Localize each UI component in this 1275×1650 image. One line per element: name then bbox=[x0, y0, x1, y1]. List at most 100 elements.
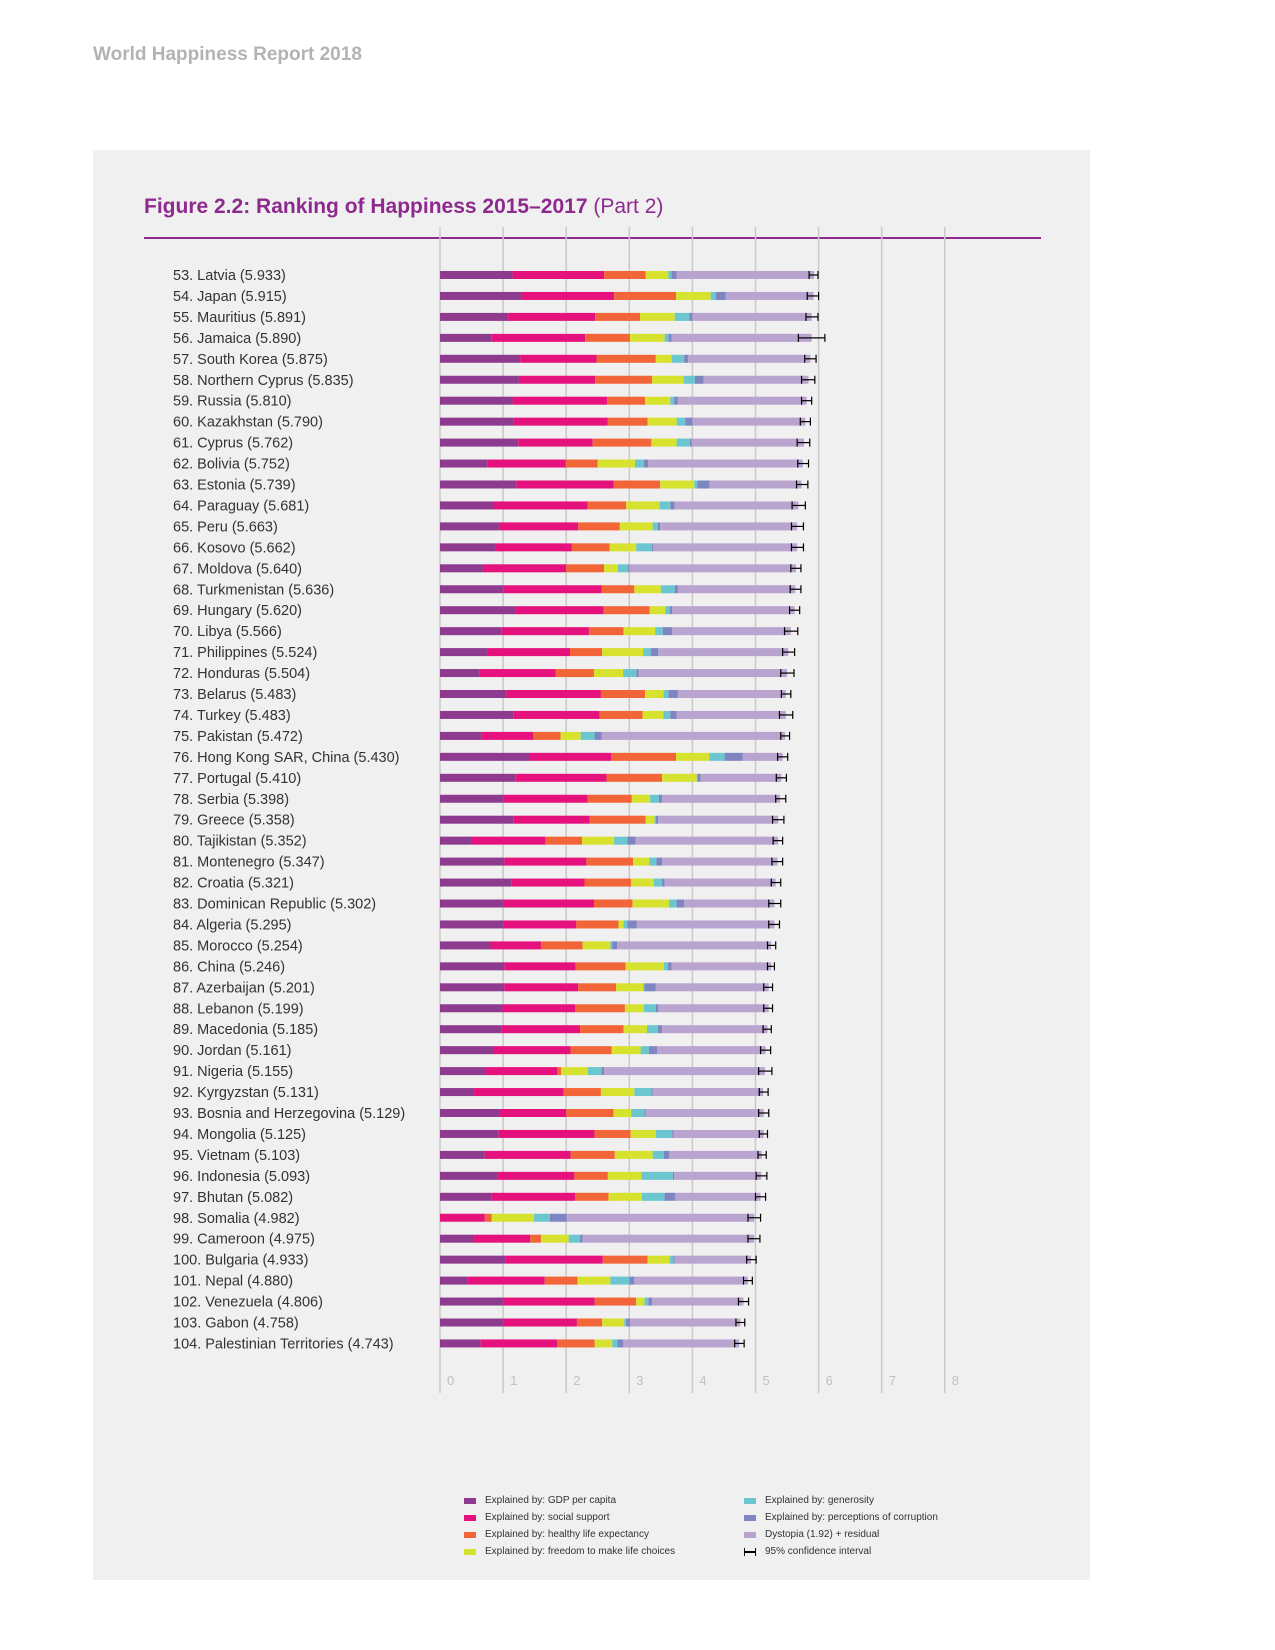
bar-segment-social bbox=[518, 375, 596, 384]
bar-segment-freedom bbox=[582, 941, 611, 950]
bar-segment-freedom bbox=[491, 1213, 535, 1222]
bar-segment-gdp bbox=[440, 396, 513, 405]
bar-segment-dystopia bbox=[691, 438, 805, 447]
bar-segment-gdp bbox=[440, 710, 514, 719]
bar-segment-social bbox=[520, 354, 597, 363]
bar-segment-dystopia bbox=[677, 690, 786, 698]
bar-segment-generosity bbox=[641, 1192, 665, 1201]
confidence-interval bbox=[791, 501, 806, 510]
confidence-interval bbox=[780, 731, 791, 740]
confidence-interval bbox=[766, 962, 776, 971]
bar-segment-corruption bbox=[636, 669, 639, 678]
bar-segment-freedom bbox=[631, 794, 651, 803]
bar-segment-gdp bbox=[440, 585, 504, 594]
bar-segment-gdp bbox=[440, 648, 488, 657]
row-label: 70. Libya (5.566) bbox=[173, 624, 282, 640]
confidence-interval bbox=[800, 375, 816, 384]
bar-segment-gdp bbox=[440, 669, 480, 678]
bar-segment-dystopia bbox=[664, 878, 776, 887]
row-label: 57. South Korea (5.875) bbox=[173, 352, 328, 368]
x-tick-label-5: 5 bbox=[763, 1373, 770, 1388]
bar-row bbox=[440, 920, 781, 929]
bar-segment-gdp bbox=[440, 1318, 504, 1327]
row-label: 87. Azerbaijan (5.201) bbox=[173, 980, 315, 996]
confidence-interval bbox=[746, 1255, 757, 1264]
bar-row bbox=[440, 606, 801, 615]
bar-segment-dystopia bbox=[672, 627, 791, 636]
bar-segment-dystopia bbox=[645, 1109, 764, 1117]
bar-segment-corruption bbox=[648, 1046, 658, 1055]
confidence-interval bbox=[763, 983, 774, 992]
bar-segment-generosity bbox=[696, 773, 698, 782]
bar-segment-generosity bbox=[655, 627, 663, 636]
bar-segment-gdp bbox=[440, 731, 482, 740]
bar-segment-gdp bbox=[440, 543, 495, 552]
bar-segment-freedom bbox=[631, 878, 654, 887]
row-label: 101. Nepal (4.880) bbox=[173, 1274, 293, 1290]
row-label: 94. Mongolia (5.125) bbox=[173, 1127, 306, 1143]
title-rule bbox=[144, 237, 1041, 239]
bar-row bbox=[440, 962, 776, 971]
bar-segment-dystopia bbox=[652, 1297, 744, 1306]
bar-segment-gdp bbox=[440, 354, 521, 363]
bar-segment-corruption bbox=[724, 752, 743, 761]
bar-segment-generosity bbox=[694, 480, 698, 489]
legend-label-corruption: Explained by: perceptions of corruption bbox=[765, 1512, 938, 1523]
confidence-interval bbox=[768, 899, 782, 908]
bar-row bbox=[440, 710, 794, 719]
confidence-interval bbox=[799, 417, 811, 426]
bar-segment-freedom bbox=[623, 627, 656, 636]
bar-segment-health bbox=[566, 1109, 614, 1117]
bar-row bbox=[440, 1276, 753, 1285]
bar-segment-health bbox=[594, 1297, 637, 1306]
bar-row bbox=[440, 794, 787, 803]
bar-segment-freedom bbox=[645, 396, 671, 405]
bar-segment-freedom bbox=[561, 1067, 588, 1076]
bar-segment-social bbox=[516, 480, 614, 489]
bar-segment-dystopia bbox=[692, 312, 812, 321]
bar-segment-dystopia bbox=[636, 920, 775, 929]
bar-row bbox=[440, 564, 802, 573]
bar-segment-freedom bbox=[602, 648, 644, 657]
bar-segment-gdp bbox=[440, 564, 483, 573]
bar-segment-gdp bbox=[440, 1297, 504, 1306]
bar-segment-generosity bbox=[674, 312, 690, 321]
bar-segment-gdp bbox=[440, 878, 512, 887]
bar-segment-freedom bbox=[540, 1234, 569, 1243]
row-label: 61. Cyprus (5.762) bbox=[173, 436, 293, 452]
bar-row bbox=[440, 1004, 774, 1013]
bar-segment-corruption bbox=[672, 1171, 675, 1180]
row-label: 82. Croatia (5.321) bbox=[173, 876, 294, 892]
bar-segment-health bbox=[575, 1004, 625, 1013]
bar-segment-health bbox=[611, 752, 676, 761]
legend-item-social: Explained by: social support bbox=[464, 1509, 675, 1526]
legend-item-health: Explained by: healthy life expectancy bbox=[464, 1526, 675, 1543]
bar-segment-gdp bbox=[440, 501, 494, 510]
bar-segment-social bbox=[503, 585, 602, 594]
bar-segment-health bbox=[571, 543, 610, 552]
bar-segment-dystopia bbox=[674, 501, 799, 510]
row-label: 103. Gabon (4.758) bbox=[173, 1316, 299, 1332]
bar-segment-social bbox=[497, 1171, 575, 1180]
bar-segment-health bbox=[563, 1088, 601, 1097]
bar-segment-freedom bbox=[604, 564, 618, 573]
bar-segment-freedom bbox=[675, 752, 710, 761]
bar-segment-social bbox=[491, 333, 586, 342]
bar-segment-generosity bbox=[664, 333, 669, 342]
legend-label-social: Explained by: social support bbox=[485, 1512, 610, 1523]
bar-segment-social bbox=[505, 1255, 603, 1264]
bar-segment-dystopia bbox=[629, 1318, 741, 1327]
bar-segment-health bbox=[565, 459, 598, 468]
bar-segment-health bbox=[588, 627, 624, 636]
confidence-interval bbox=[804, 354, 817, 363]
bar-segment-freedom bbox=[623, 1025, 647, 1034]
bar-segment-freedom bbox=[645, 690, 664, 698]
bar-segment-freedom bbox=[611, 1046, 641, 1055]
confidence-interval bbox=[800, 396, 813, 405]
bar-segment-social bbox=[493, 1046, 571, 1055]
bar-segment-dystopia bbox=[655, 983, 769, 992]
bar-segment-dystopia bbox=[617, 941, 772, 950]
bar-segment-gdp bbox=[440, 836, 471, 845]
bar-segment-social bbox=[501, 1025, 581, 1034]
bar-segment-gdp bbox=[440, 438, 519, 447]
